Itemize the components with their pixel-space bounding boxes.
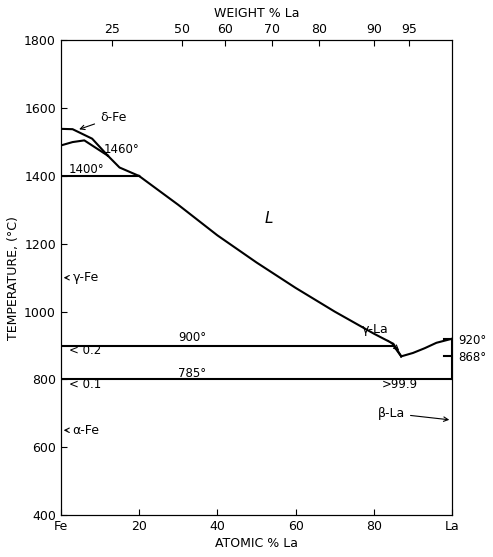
Text: < 0.2: < 0.2 <box>69 344 101 358</box>
Text: 868°: 868° <box>458 351 486 364</box>
Text: L: L <box>264 212 273 227</box>
Text: < 0.1: < 0.1 <box>69 378 101 391</box>
Text: γ-La: γ-La <box>362 323 398 350</box>
Text: β-La: β-La <box>378 407 448 421</box>
Text: α-Fe: α-Fe <box>65 424 100 437</box>
Y-axis label: TEMPERATURE, (°C): TEMPERATURE, (°C) <box>7 216 20 340</box>
Text: δ-Fe: δ-Fe <box>80 111 126 130</box>
Text: 785°: 785° <box>178 368 207 380</box>
X-axis label: ATOMIC % La: ATOMIC % La <box>215 537 298 550</box>
X-axis label: WEIGHT % La: WEIGHT % La <box>213 7 299 20</box>
Text: γ-Fe: γ-Fe <box>65 271 99 284</box>
Text: 900°: 900° <box>178 331 207 344</box>
Text: 920°: 920° <box>458 334 486 346</box>
Text: >99.9: >99.9 <box>382 378 418 391</box>
Text: 1400°: 1400° <box>69 163 105 176</box>
Text: 1460°: 1460° <box>104 143 140 156</box>
